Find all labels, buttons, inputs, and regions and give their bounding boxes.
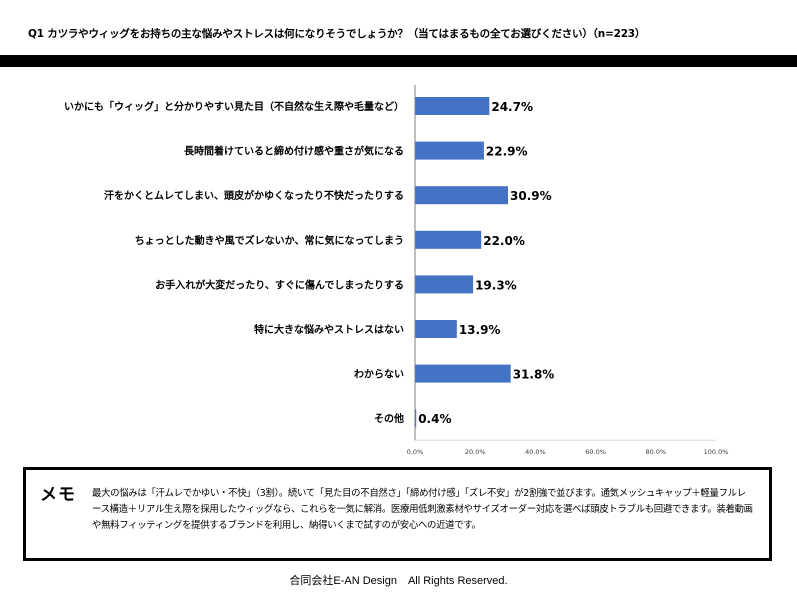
value-label: 31.8% [513,368,555,382]
bar [415,186,509,205]
category-label: その他 [374,412,404,425]
value-label: 13.9% [459,323,501,337]
bar [415,275,474,294]
value-label: 0.4% [418,412,451,426]
value-label: 19.3% [475,278,517,292]
bar [415,320,457,338]
category-label: お手入れが大変だったり、すぐに傷んでしまったりする [155,278,404,291]
value-label: 22.9% [486,145,528,159]
category-label: ちょっとした動きや風でズレないか、常に気になってしまう [135,234,404,247]
x-tick-label: 20.0% [465,448,486,456]
memo-box: メモ 最大の悩みは「汗ムレでかゆい・不快」（3割）。続いて「見た目の不自然さ」「… [23,467,772,561]
x-tick-label: 100.0% [704,448,729,456]
value-label: 30.9% [510,189,552,203]
bar [415,230,482,249]
category-label: 特に大きな悩みやストレスはない [254,323,404,336]
bar-chart: いかにも「ウィッグ」と分かりやすい見た目（不自然な生え際や毛量など） 24.7% 長… [64,85,729,456]
x-tick-label: 60.0% [585,448,606,456]
copyright-footer: 合同会社E-AN Design All Rights Reserved. [289,575,508,587]
x-tick-label: 40.0% [525,448,546,456]
category-label: 汗をかくとムレてしまい、頭皮がかゆくなったり不快だったりする [104,189,404,202]
bar [415,364,511,383]
x-tick-label: 0.0% [407,448,424,456]
memo-title: メモ [40,485,76,505]
category-label: 長時間着けていると締め付け感や重さが気になる [184,145,404,158]
memo-text: 最大の悩みは「汗ムレでかゆい・不快」（3割）。続いて「見た目の不自然さ」「締め付… [92,488,753,531]
question-title: Q1 カツラやウィッグをお持ちの主な悩みやストレスは何になりそうでしょうか？（当… [28,28,646,40]
value-label: 24.7% [491,100,533,114]
header-band [0,55,797,67]
bar [415,409,417,428]
bar [415,97,490,115]
x-tick-label: 80.0% [645,448,666,456]
bar [415,141,484,160]
category-label: わからない [354,369,404,381]
category-label: いかにも「ウィッグ」と分かりやすい見た目（不自然な生え際や毛量など） [64,100,404,113]
value-label: 22.0% [483,234,525,248]
